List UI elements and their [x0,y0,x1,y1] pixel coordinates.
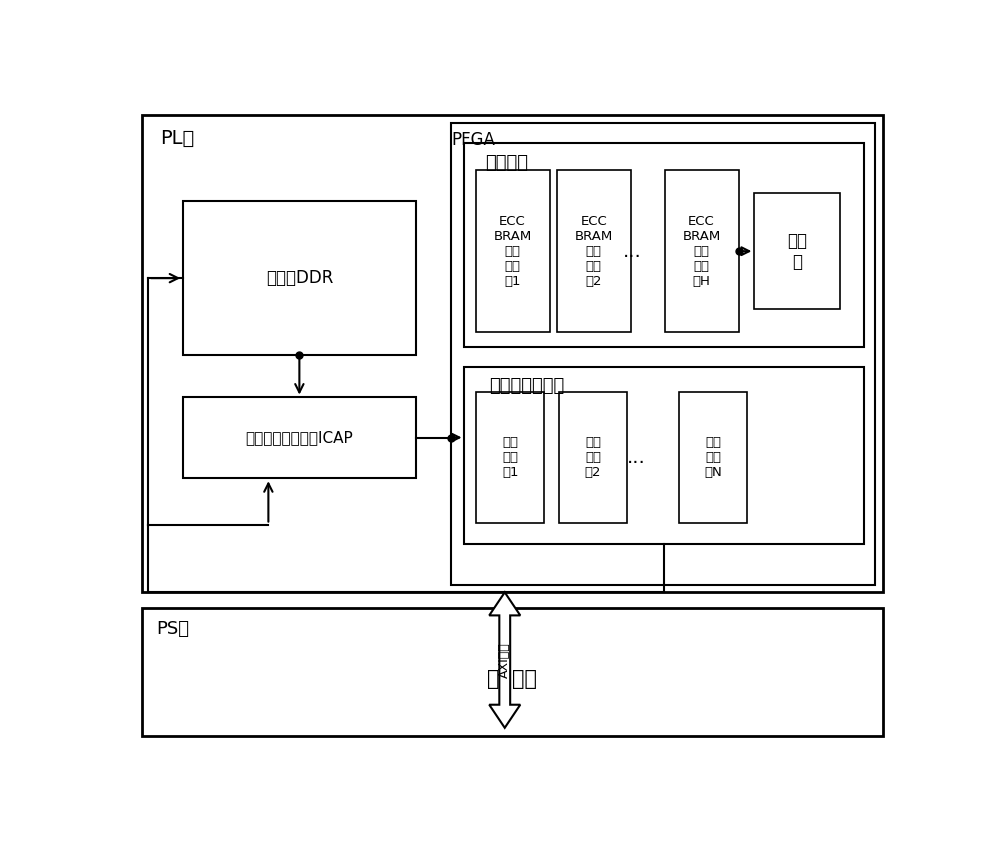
Bar [557,170,631,332]
Bar [142,608,883,736]
Bar [142,115,883,592]
Text: 可重
构模
块1: 可重 构模 块1 [502,436,518,479]
Polygon shape [489,592,520,727]
Text: 可重
构模
块2: 可重 构模 块2 [585,436,601,479]
Text: ECC
BRAM
故障
刷新
器2: ECC BRAM 故障 刷新 器2 [575,215,613,288]
Bar [754,194,840,309]
Text: ...: ... [627,448,646,467]
Text: ECC
BRAM
故障
刷新
器1: ECC BRAM 故障 刷新 器1 [493,215,532,288]
Text: 可重
构模
块N: 可重 构模 块N [704,436,722,479]
Bar [464,143,864,348]
Text: 控制模块: 控制模块 [488,669,538,690]
Bar [679,392,747,523]
Text: PL端: PL端 [160,129,194,147]
Text: ...: ... [623,242,642,261]
Text: AXI总线: AXI总线 [498,642,511,678]
Bar [559,392,627,523]
Bar [665,170,739,332]
Text: PFGA: PFGA [452,131,496,148]
Text: ECC
BRAM
故障
刷新
器H: ECC BRAM 故障 刷新 器H [682,215,721,288]
Bar [450,123,875,584]
Bar [183,201,416,355]
Bar [476,392,544,523]
Text: PS端: PS端 [157,621,190,638]
Text: 内部配置访问端口ICAP: 内部配置访问端口ICAP [246,430,353,445]
Text: 累加
器: 累加 器 [787,232,807,270]
Text: 存储器DDR: 存储器DDR [266,269,333,287]
Text: 动态可重构区域: 动态可重构区域 [489,377,564,395]
Bar [476,170,550,332]
Bar [183,397,416,478]
Bar [464,366,864,544]
Text: 静态区域: 静态区域 [486,153,529,172]
